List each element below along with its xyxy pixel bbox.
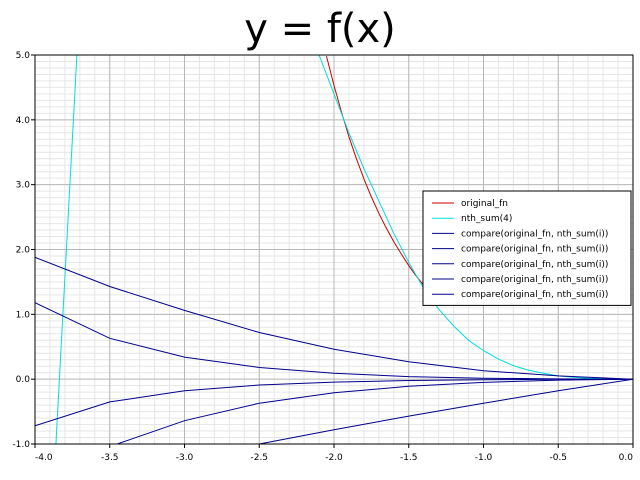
x-tick-label: -2.5	[250, 453, 268, 463]
legend-label: compare(original_fn, nth_sum(i))	[461, 245, 608, 255]
x-tick-label: -3.5	[101, 453, 119, 463]
y-tick-label: 0.0	[16, 375, 31, 385]
chart-title: y = f(x)	[244, 6, 396, 52]
series-line-4	[35, 378, 633, 427]
series-line-2	[35, 256, 633, 380]
legend-label: compare(original_fn, nth_sum(i))	[461, 290, 608, 300]
series-line-3	[35, 302, 633, 380]
y-tick-label: 5.0	[16, 51, 31, 61]
x-tick-label: 0.0	[619, 453, 634, 463]
x-tick-label: -0.5	[549, 453, 567, 463]
x-tick-label: -3.0	[176, 453, 194, 463]
series-line-5	[117, 378, 633, 444]
y-tick-label: 4.0	[16, 116, 31, 126]
y-tick-label: 3.0	[16, 181, 31, 191]
legend-label: original_fn	[461, 199, 508, 209]
legend-label: compare(original_fn, nth_sum(i))	[461, 229, 608, 239]
x-tick-label: -1.0	[475, 453, 493, 463]
y-tick-label: -1.0	[12, 440, 30, 450]
legend: original_fn nth_sum(4) compare(original_fn…	[422, 190, 632, 306]
y-tick-label: 1.0	[16, 310, 31, 320]
x-tick-label: -1.5	[400, 453, 418, 463]
series-line-6	[259, 378, 633, 444]
x-tick-label: -4.0	[35, 453, 53, 463]
legend-label: compare(original_fn, nth_sum(i))	[461, 275, 608, 285]
y-tick-label: 2.0	[16, 246, 31, 256]
series-layer	[35, 55, 633, 444]
axis-ticks: -4.0 -3.5 -3.0 -2.5 -2.0 -1.5 -1.0 -0.5 0.0 -1.0 0…	[12, 51, 634, 463]
legend-label: compare(original_fn, nth_sum(i))	[461, 260, 608, 270]
x-tick-label: -2.0	[325, 453, 343, 463]
legend-box	[422, 190, 632, 306]
legend-label: nth_sum(4)	[461, 214, 512, 224]
